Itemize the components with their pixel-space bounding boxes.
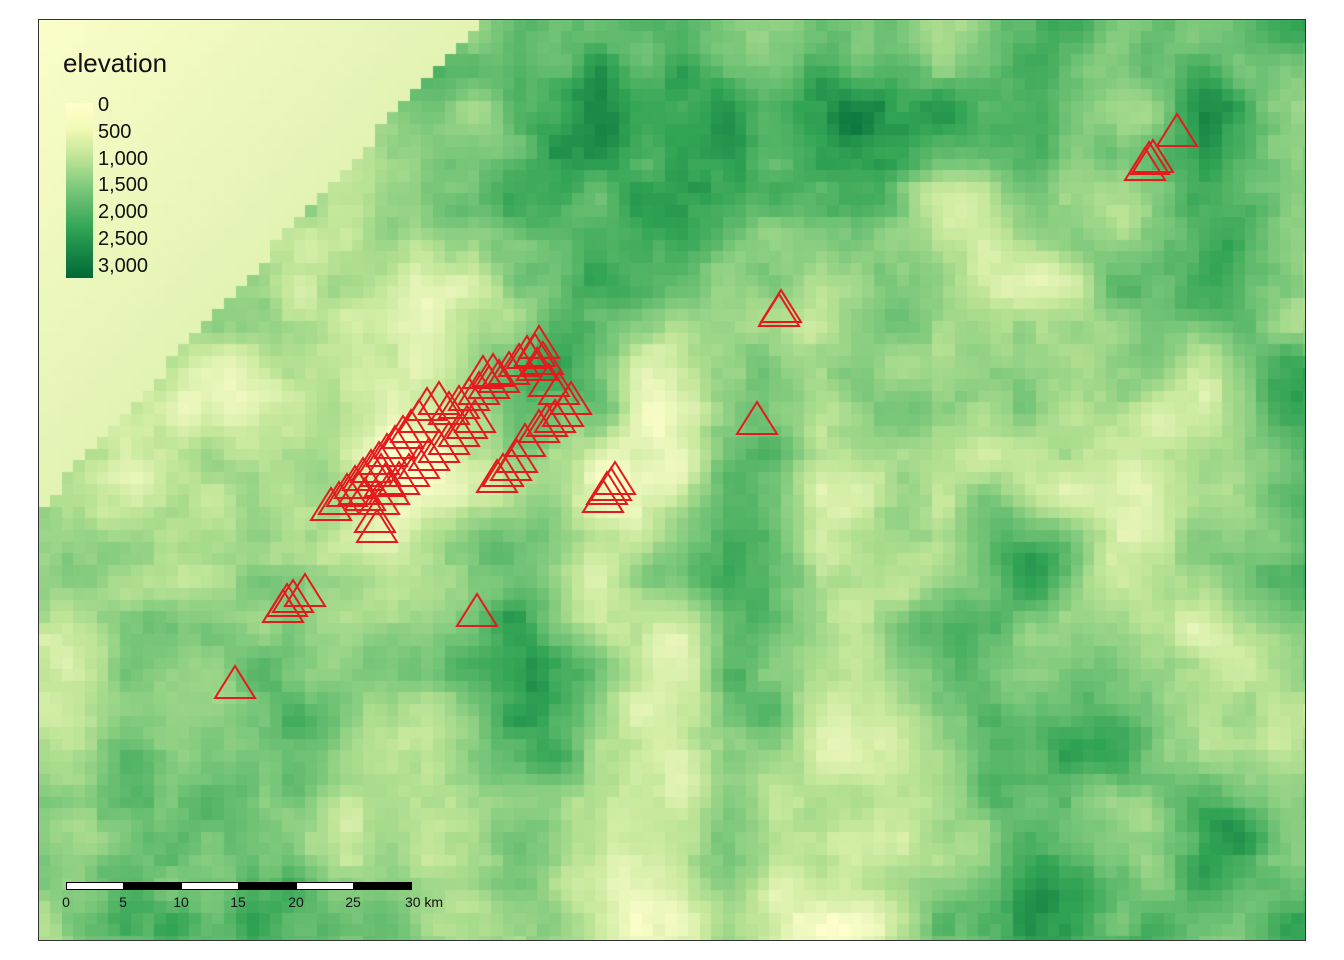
peak-marker [757,292,801,327]
elevation-raster [39,20,1305,940]
peak-marker [363,462,407,497]
peak-marker [455,592,499,627]
legend-color-ramp [66,103,93,278]
peak-marker [261,588,305,623]
peak-marker [389,408,433,443]
peak-marker [525,402,569,437]
peak-marker [343,476,387,511]
scale-tick-label: 0 [62,894,70,910]
peak-marker [417,380,461,415]
scale-segment [181,882,239,890]
peak-marker [549,380,593,415]
peak-marker [353,498,397,533]
scale-tick-label: 20 [288,894,304,910]
peak-marker [759,288,803,323]
peak-marker [1155,112,1199,147]
peak-marker [735,400,779,435]
legend-label-500: 500 [98,120,132,143]
peak-marker [341,456,385,491]
legend-labels: 0 500 1,000 1,500 2,000 2,500 3,000 [98,92,148,280]
legend-label-2000: 2,000 [98,201,149,224]
peak-marker [1131,138,1175,173]
peak-marker [593,460,637,495]
peak-marker [581,478,625,513]
peak-marker [437,412,481,447]
legend-label-0: 0 [98,94,110,116]
peak-marker [487,350,531,385]
peak-marker [359,452,403,487]
peak-marker [213,664,257,699]
map-frame[interactable]: elevation 0 500 1,000 1,500 2,000 2,500 … [38,19,1306,941]
scale-segment [296,882,354,890]
peak-marker [503,422,547,457]
scale-segment [66,882,124,890]
peak-marker [461,354,505,389]
peak-marker [475,458,519,493]
peak-marker [317,480,361,515]
peak-marker [453,398,497,433]
scale-segment [353,882,412,890]
peak-marker [337,470,381,505]
scale-segment [123,882,182,890]
peak-marker [477,358,521,393]
peak-marker [397,398,441,433]
peak-marker [515,346,559,381]
scale-tick-label: 5 [119,894,127,910]
peak-marker [349,448,393,483]
peak-marker [537,370,581,405]
legend-title: elevation [63,48,168,78]
peak-marker [373,424,417,459]
peak-marker [381,414,425,449]
legend-label-2500: 2,500 [98,227,149,250]
scale-tick-label: 30 km [404,894,444,910]
legend-label-3000: 3,000 [98,254,149,277]
peak-marker [533,398,577,433]
scale-segment [238,882,297,890]
peak-marker [355,508,399,543]
scale-tick-label: 10 [173,894,189,910]
peak-marker [471,352,515,387]
peak-marker [517,324,561,359]
peak-marker [1123,146,1167,181]
peak-marker [497,342,541,377]
peak-marker [283,572,327,607]
scale-tick-label: 25 [345,894,361,910]
peak-marker [445,404,489,439]
legend-label-1000: 1,000 [98,147,149,170]
peak-marker [357,480,401,515]
peak-marker [589,466,633,501]
scale-tick-label: 15 [230,894,246,910]
legend-label-1500: 1,500 [98,174,149,197]
peaks-layer [213,112,1199,699]
peak-marker [505,334,549,369]
peak-marker [481,452,525,487]
peak-marker [271,578,315,613]
